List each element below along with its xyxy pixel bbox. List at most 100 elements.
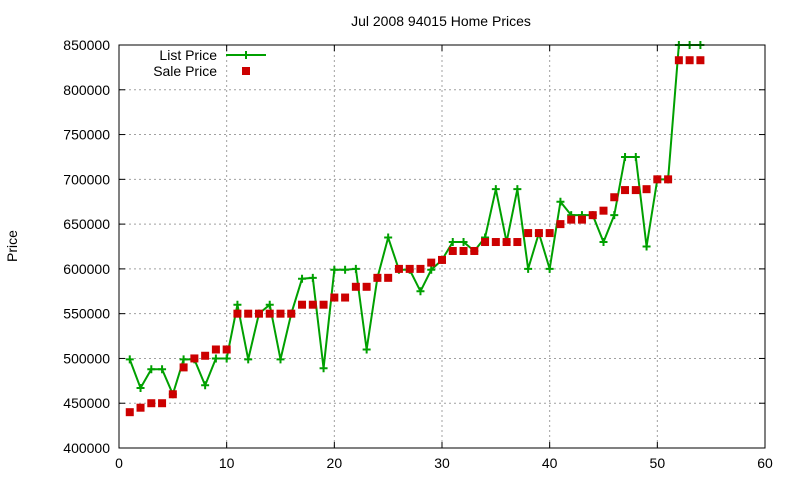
- sale-price-point: [136, 403, 145, 412]
- list-price-point: [491, 185, 500, 194]
- list-price-point: [244, 355, 253, 364]
- sale-price-point: [631, 186, 640, 195]
- sale-price-point: [394, 264, 403, 273]
- sale-price-point: [448, 246, 457, 255]
- sale-price-point: [621, 186, 630, 195]
- sale-price-point: [524, 229, 533, 238]
- sale-price-point: [577, 215, 586, 224]
- list-price-line: [128, 44, 701, 398]
- sale-price-point: [642, 185, 651, 194]
- x-tick-label: 60: [757, 455, 773, 471]
- axis-ticks: 0 10 20 30 40 50 60 400000 450000 500000 550000 600…: [63, 37, 773, 471]
- plot-frame: [118, 44, 766, 449]
- chart-title: Jul 2008 94015 Home Prices: [351, 13, 531, 29]
- list-price-point: [211, 354, 220, 363]
- list-price-point: [136, 383, 145, 392]
- y-tick-label: 500000: [63, 350, 110, 366]
- sale-price-point: [351, 282, 360, 291]
- legend-sale-price-marker: [242, 67, 250, 75]
- sale-price-point: [298, 300, 307, 309]
- list-price-point: [556, 197, 565, 206]
- sale-price-point: [168, 390, 177, 399]
- list-price-point: [276, 355, 285, 364]
- y-tick-label: 400000: [63, 440, 110, 456]
- list-price-point: [545, 264, 554, 273]
- y-tick-label: 650000: [63, 216, 110, 232]
- sale-price-point: [481, 238, 490, 247]
- y-tick-label: 550000: [63, 306, 110, 322]
- list-price-point: [642, 242, 651, 251]
- sale-price-point: [308, 300, 317, 309]
- sale-price-point: [513, 238, 522, 247]
- list-price-point: [362, 345, 371, 354]
- sale-price-point: [147, 399, 156, 408]
- sale-price-point: [545, 229, 554, 238]
- legend: List Price Sale Price: [153, 47, 266, 79]
- sale-price-point: [362, 282, 371, 291]
- sale-price-point: [254, 309, 263, 318]
- y-tick-label: 800000: [63, 82, 110, 98]
- list-price-point: [308, 273, 317, 282]
- series-sale-price: [125, 56, 705, 417]
- list-price-point: [233, 300, 242, 309]
- sale-price-point: [459, 246, 468, 255]
- series-layer: [125, 41, 705, 417]
- sale-price-point: [588, 211, 597, 220]
- sale-price-point: [416, 264, 425, 273]
- y-tick-label: 750000: [63, 127, 110, 143]
- sale-price-point: [179, 363, 188, 372]
- sale-price-point: [664, 175, 673, 184]
- list-price-point: [621, 152, 630, 161]
- sale-price-point: [190, 354, 199, 363]
- sale-price-point: [125, 408, 134, 417]
- list-price-point: [265, 300, 274, 309]
- sale-price-point: [427, 258, 436, 267]
- list-price-point: [330, 265, 339, 274]
- sale-price-point: [373, 273, 382, 282]
- sale-price-point: [674, 56, 683, 65]
- sale-price-point: [158, 399, 167, 408]
- list-price-point: [201, 381, 210, 390]
- x-tick-label: 50: [650, 455, 666, 471]
- sale-price-point: [276, 309, 285, 318]
- list-price-point: [448, 238, 457, 247]
- sale-price-point: [696, 56, 705, 65]
- sale-price-point: [287, 309, 296, 318]
- list-price-point: [610, 211, 619, 220]
- sale-price-point: [405, 264, 414, 273]
- list-price-point: [427, 265, 436, 274]
- sale-price-point: [211, 345, 220, 354]
- sale-price-point: [610, 193, 619, 202]
- list-price-point: [319, 364, 328, 373]
- x-tick-label: 30: [434, 455, 450, 471]
- list-price-point: [158, 365, 167, 374]
- x-tick-label: 10: [219, 455, 235, 471]
- sale-price-point: [319, 300, 328, 309]
- list-price-point: [524, 264, 533, 273]
- x-tick-label: 20: [327, 455, 343, 471]
- series-list-price: [125, 41, 705, 399]
- list-price-point: [125, 355, 134, 364]
- sale-price-point: [330, 293, 339, 302]
- legend-sale-price-label: Sale Price: [153, 63, 217, 79]
- list-price-point: [351, 264, 360, 273]
- list-price-point: [384, 233, 393, 242]
- sale-price-point: [685, 56, 694, 65]
- sale-price-point: [233, 309, 242, 318]
- sale-price-point: [384, 273, 393, 282]
- sale-price-point: [470, 246, 479, 255]
- sale-price-point: [265, 309, 274, 318]
- sale-price-point: [438, 255, 446, 264]
- sale-price-point: [567, 215, 576, 224]
- sale-price-point: [491, 238, 500, 247]
- sale-price-point: [341, 293, 350, 302]
- legend-list-price-marker: [242, 51, 250, 59]
- list-price-point: [631, 152, 640, 161]
- list-price-point: [341, 265, 350, 274]
- list-price-point: [222, 354, 231, 363]
- y-tick-label: 450000: [63, 395, 110, 411]
- sale-price-point: [222, 345, 231, 354]
- y-axis-label: Price: [4, 230, 20, 262]
- grid-lines: [119, 45, 765, 448]
